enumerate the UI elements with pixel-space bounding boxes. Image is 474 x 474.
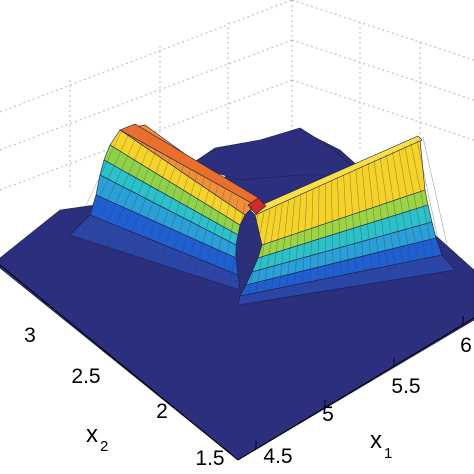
right-arm-darkblue [237,254,456,306]
svg-text:2: 2 [100,438,108,455]
mesh-line [80,133,130,238]
mesh-line [355,168,365,275]
mesh-line [317,186,320,284]
axes-edges [0,264,474,461]
x1-axis-line [237,317,474,461]
mesh-line [97,141,143,244]
mesh-line [124,153,164,253]
right-arm-top [249,135,423,216]
svg-text:x: x [86,421,98,448]
x2-axis-line [0,264,239,461]
mesh-line [185,181,212,273]
mesh-line [239,214,259,299]
mesh-line [89,137,136,241]
x2-tick-mark [101,348,111,356]
svg-text:x: x [370,427,382,454]
mesh-line [270,203,283,293]
mesh-line [367,162,381,272]
x1-axis-label: x 1 [370,427,392,462]
left-arm-top [119,123,263,206]
x2-tick-label: 2.5 [71,365,100,388]
mesh-line [392,151,412,266]
mesh-line [349,171,357,276]
mesh-line [159,169,191,265]
mesh-line [106,145,150,247]
x1-tick-label: 4.5 [263,445,292,468]
x2-tick-mark [161,397,171,405]
x2-tick-mark [221,446,231,454]
mesh-line [361,165,373,273]
x1-tick-label: 5.5 [391,375,420,398]
mesh-line [194,185,219,276]
x1-axis-ticks: 4.5 5 5.5 6 [255,316,472,468]
mesh-line [301,191,308,287]
mesh-line [404,145,427,263]
mesh-line [309,188,314,285]
mesh-line [410,142,435,262]
mesh-line [379,157,396,269]
x2-tick-label: 2 [156,400,168,423]
mesh-line [373,160,389,270]
mesh-line [386,154,404,267]
x2-tick-label: 1.5 [195,447,224,470]
mesh-line [150,165,184,262]
grid-horizontal-2 [291,39,474,101]
surface-mesh [0,123,474,461]
mesh-line [294,194,302,288]
grid-back-top [0,0,293,113]
svg-text:1: 1 [384,445,392,462]
mesh-line [202,189,225,279]
mesh-line [286,197,295,290]
x2-axis-label: x 2 [86,421,108,455]
mesh-line [331,180,334,281]
mesh-line [247,212,265,297]
surface-peak [247,197,267,215]
mesh-line [176,177,205,270]
mesh-line [132,157,171,256]
mesh-line [211,193,232,282]
mesh-line [141,161,177,259]
mesh-line [220,197,239,285]
mesh-line [115,149,157,250]
mesh-line [237,205,253,291]
x2-tick-mark [41,299,51,307]
x2-tick-label: 3 [24,324,36,347]
surface-back-bump [189,127,361,181]
x1-tick-label: 6 [460,334,472,357]
x1-tick-label: 5 [322,403,334,426]
mesh-line [416,139,443,260]
grid-horizontal-1 [0,39,293,151]
mesh-line [167,173,198,267]
mesh-line [255,209,271,296]
mesh-line [71,129,123,236]
mesh-line [422,136,451,259]
mesh-line [278,200,289,291]
mesh-line [343,174,350,278]
x2-axis-ticks: 3 2.5 2 1.5 [24,299,231,470]
grid-horizontal-4 [291,79,474,141]
grid-back-right-top [291,0,474,61]
mesh-line [398,148,420,264]
mesh-line [263,206,277,294]
mesh-line [337,177,342,279]
mesh-line [229,201,246,288]
